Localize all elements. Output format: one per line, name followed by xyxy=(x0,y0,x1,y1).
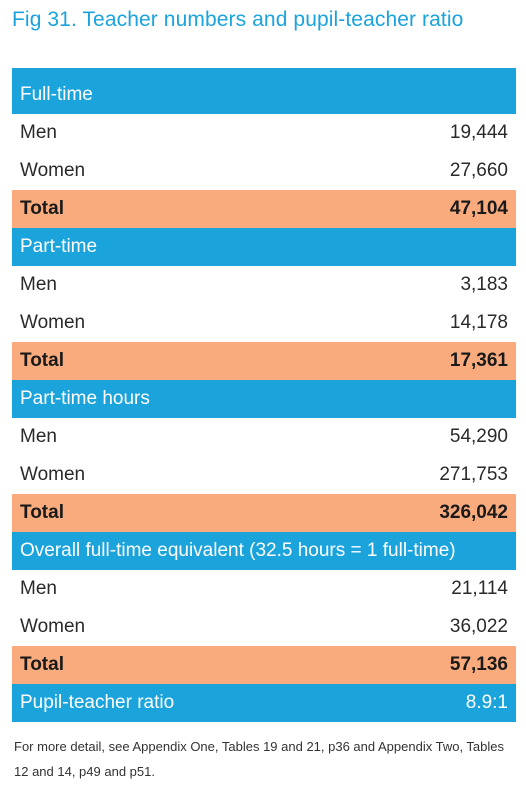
row-value: 271,753 xyxy=(439,464,508,485)
total-value: 47,104 xyxy=(449,198,508,219)
total-value: 17,361 xyxy=(449,350,508,371)
section-header-label: Overall full-time equivalent (32.5 hours… xyxy=(20,540,456,561)
section-header-label: Full-time xyxy=(20,84,93,105)
row-label: Women xyxy=(20,616,86,637)
row-label: Men xyxy=(20,274,57,295)
table-row: Women 14,178 xyxy=(12,304,516,342)
figure-title: Fig 31. Teacher numbers and pupil-teache… xyxy=(12,8,464,31)
row-label: Men xyxy=(20,426,57,447)
total-row: Total 57,136 xyxy=(12,646,516,684)
table-row: Women 27,660 xyxy=(12,152,516,190)
total-label: Total xyxy=(20,198,64,219)
section-header: Overall full-time equivalent (32.5 hours… xyxy=(12,532,516,570)
total-row: Total 326,042 xyxy=(12,494,516,532)
row-value: 3,183 xyxy=(460,274,508,295)
section-header-label: Part-time xyxy=(20,236,98,257)
total-value: 326,042 xyxy=(439,502,508,523)
row-label: Women xyxy=(20,160,86,181)
row-label: Women xyxy=(20,464,86,485)
section-header: Part-time hours xyxy=(12,380,516,418)
row-value: 36,022 xyxy=(449,616,508,637)
row-label: Men xyxy=(20,578,57,599)
table-row: Men 21,114 xyxy=(12,570,516,608)
footnote: For more detail, see Appendix One, Table… xyxy=(14,739,505,779)
total-label: Total xyxy=(20,502,64,523)
total-value: 57,136 xyxy=(449,654,508,675)
section-header: Full-time xyxy=(12,76,516,114)
table-row: Men 54,290 xyxy=(12,418,516,456)
ratio-label: Pupil-teacher ratio xyxy=(20,692,175,713)
table-row: Women 271,753 xyxy=(12,456,516,494)
section-header-label: Part-time hours xyxy=(20,388,150,409)
row-value: 21,114 xyxy=(451,578,508,599)
row-value: 14,178 xyxy=(449,312,508,333)
table-top-band xyxy=(12,68,516,76)
row-value: 54,290 xyxy=(449,426,508,447)
section-header: Part-time xyxy=(12,228,516,266)
ratio-row: Pupil-teacher ratio 8.9:1 xyxy=(12,684,516,722)
row-value: 27,660 xyxy=(449,160,508,181)
total-row: Total 17,361 xyxy=(12,342,516,380)
total-label: Total xyxy=(20,350,64,371)
ratio-value: 8.9:1 xyxy=(465,692,508,713)
row-value: 19,444 xyxy=(449,122,508,143)
row-label: Men xyxy=(20,122,57,143)
table-row: Men 3,183 xyxy=(12,266,516,304)
teacher-numbers-table: Full-time Men 19,444 Women 27,660 Total … xyxy=(12,68,516,722)
table-row: Men 19,444 xyxy=(12,114,516,152)
total-row: Total 47,104 xyxy=(12,190,516,228)
table-row: Women 36,022 xyxy=(12,608,516,646)
total-label: Total xyxy=(20,654,64,675)
row-label: Women xyxy=(20,312,86,333)
